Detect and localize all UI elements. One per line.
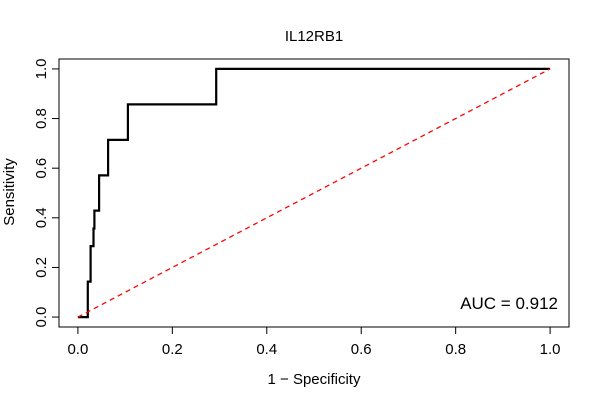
y-tick-label: 0.6 [33,158,50,179]
y-tick-label: 0.2 [33,257,50,278]
x-tick-label: 1.0 [540,341,561,358]
y-axis-label: Sensitivity [1,158,18,226]
x-tick-label: 0.4 [256,341,277,358]
plot-area: 0.0 0.2 0.4 0.6 0.8 1.0 0.0 0.2 0.4 0.6 0.8 1.0 [33,58,570,358]
y-tick-label: 0.8 [33,108,50,129]
chart-title: IL12RB1 [285,28,343,45]
plot-frame [58,58,570,328]
auc-annotation: AUC = 0.912 [460,294,558,313]
y-tick-label: 0.4 [33,207,50,228]
x-tick-label: 0.2 [162,341,183,358]
x-tick-label: 0.6 [351,341,372,358]
y-tick-label: 0.0 [33,307,50,328]
roc-curve-line [77,67,551,319]
x-tick-label: 0.8 [445,341,466,358]
reference-diagonal-line [77,68,551,318]
x-tick-label: 0.0 [67,341,88,358]
x-axis-label: 1 − Specificity [268,371,361,388]
y-tick-label: 1.0 [33,58,50,79]
